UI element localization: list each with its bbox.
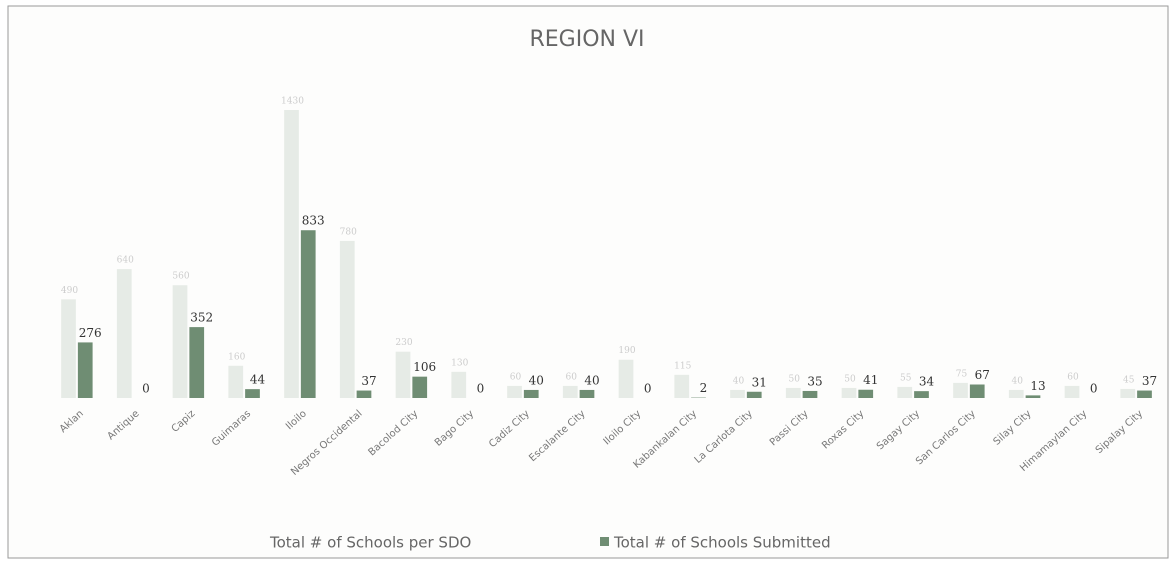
data-label: 2: [700, 381, 708, 395]
bar: [802, 390, 818, 398]
bar: [1025, 395, 1041, 398]
bar: [61, 299, 76, 398]
bar: [969, 384, 985, 398]
bar: [1008, 389, 1024, 398]
data-label: 50: [844, 374, 856, 384]
data-label: 230: [395, 338, 412, 348]
data-label: 0: [644, 382, 652, 396]
bar: [897, 386, 913, 398]
bar: [395, 351, 411, 398]
bar: [189, 327, 205, 398]
data-label: 160: [228, 352, 245, 362]
legend-entry: Total # of Schools Submitted: [613, 534, 831, 552]
bar: [785, 387, 801, 398]
data-label: 67: [975, 368, 990, 382]
data-label: 1430: [281, 97, 304, 107]
bar: [858, 389, 874, 398]
bar: [618, 359, 634, 398]
chart-frame: [7, 5, 1169, 559]
data-label: 560: [172, 272, 189, 282]
bar: [1137, 390, 1152, 398]
data-label: 37: [1142, 374, 1157, 388]
bar: [730, 389, 745, 398]
bar: [284, 110, 299, 398]
bar: [914, 391, 929, 398]
data-label: 0: [477, 382, 485, 396]
legend-swatch: [600, 537, 609, 546]
data-label: 115: [674, 361, 691, 371]
data-label: 37: [361, 374, 376, 388]
data-label: 833: [302, 214, 325, 228]
data-label: 60: [1067, 372, 1079, 382]
legend-entry: Total # of Schools per SDO: [269, 534, 471, 552]
data-label: 31: [752, 375, 767, 389]
bar: [300, 230, 316, 398]
data-label: 130: [451, 358, 468, 368]
data-label: 41: [863, 373, 878, 387]
data-label: 50: [789, 374, 801, 384]
bar: [562, 385, 578, 398]
data-label: 0: [1090, 382, 1098, 396]
data-label: 55: [900, 373, 912, 383]
bar: [77, 342, 93, 398]
bar: [172, 285, 188, 398]
data-label: 276: [79, 326, 102, 340]
data-label: 45: [1123, 375, 1135, 385]
data-label: 40: [733, 376, 745, 386]
data-label: 190: [618, 346, 635, 356]
data-label: 40: [1012, 376, 1024, 386]
data-label: 60: [510, 372, 522, 382]
data-label: 780: [340, 227, 357, 237]
data-label: 13: [1030, 379, 1045, 393]
bar: [1064, 385, 1080, 398]
data-label: 0: [142, 382, 150, 396]
bar: [116, 269, 132, 398]
data-label: 44: [250, 373, 266, 387]
bar: [746, 391, 762, 398]
bar: [412, 376, 428, 398]
bar: [228, 365, 244, 398]
bar: [579, 389, 595, 398]
data-label: 40: [529, 373, 544, 387]
chart-title: REGION VI: [529, 27, 644, 52]
bar: [674, 374, 690, 398]
data-label: 35: [807, 374, 822, 388]
bar: [451, 371, 467, 398]
bar: [356, 390, 372, 398]
bar: [507, 385, 522, 398]
bar: [523, 389, 539, 398]
data-label: 106: [413, 360, 436, 374]
data-label: 60: [566, 372, 578, 382]
data-label: 34: [919, 375, 935, 389]
bar: [1120, 388, 1136, 398]
data-label: 75: [956, 369, 968, 379]
bar: [245, 389, 260, 398]
bar: [841, 387, 857, 398]
bar: [953, 382, 968, 398]
data-label: 640: [117, 256, 134, 266]
data-label: 40: [584, 373, 599, 387]
data-label: 352: [190, 311, 213, 325]
bar: [339, 240, 355, 398]
data-label: 490: [61, 286, 78, 296]
